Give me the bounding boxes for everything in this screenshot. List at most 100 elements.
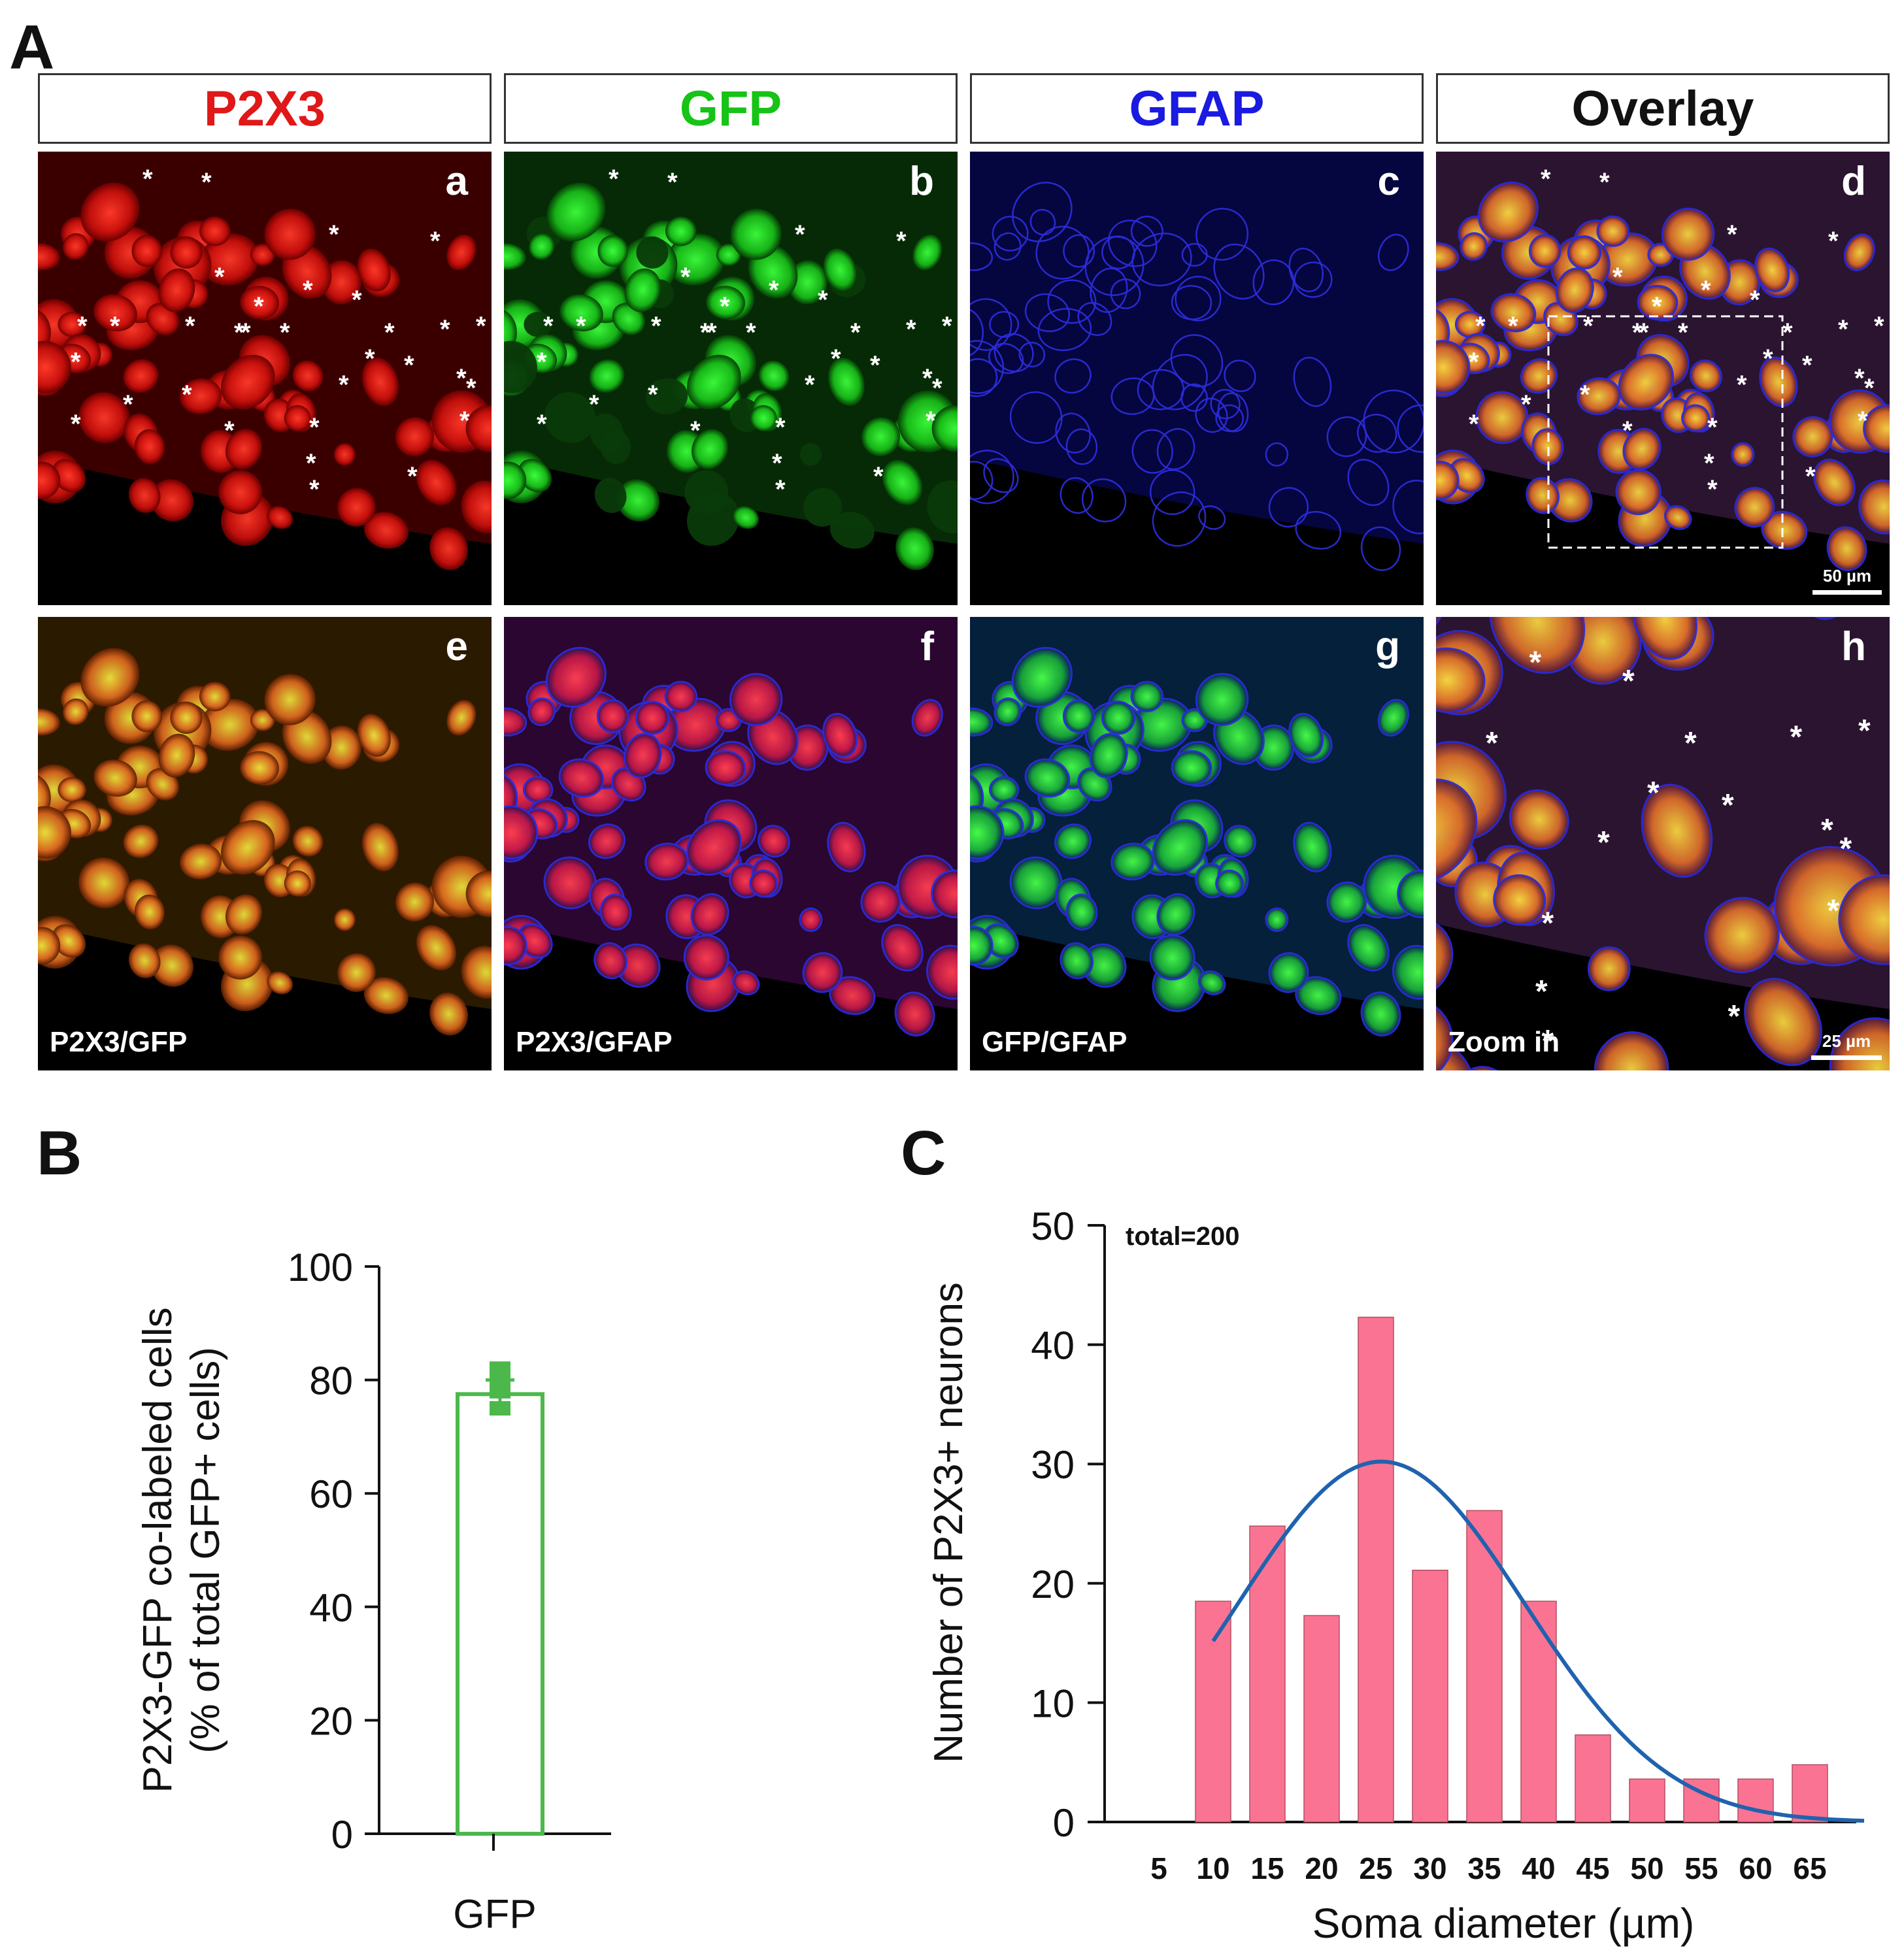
asterisk-marker: * [1521,390,1531,419]
asterisk-marker: * [1599,168,1610,197]
asterisk-marker: * [459,406,470,435]
asterisk-marker: * [407,462,418,491]
chart-c-x-tick-label: 50 [1630,1851,1663,1885]
caption-g: GFP/GFAP [982,1026,1127,1058]
chart-c-y-tick-label: 10 [1031,1681,1075,1725]
subpanel-letter-c: c [1377,159,1400,204]
asterisk-marker: * [1722,788,1734,823]
chart-c-gaussian-fit [1211,1459,1865,1823]
header-gfap: GFAP [970,73,1424,144]
asterisk-marker: * [142,165,153,193]
asterisk-marker: * [1707,475,1718,504]
zoom-region-box [1547,315,1784,549]
micrograph-image [38,617,492,1036]
chart-c-x-tick-label: 20 [1305,1851,1338,1885]
header-overlay: Overlay [1436,73,1890,144]
chart-c-x-tick-label: 25 [1359,1851,1392,1885]
asterisk-marker: * [795,220,805,249]
asterisk-marker: * [1854,364,1865,393]
asterisk-marker: * [896,227,907,256]
asterisk-marker: * [1652,292,1662,321]
asterisk-marker: * [234,318,244,347]
micrograph-image: * ** ** *** ** * * * * * * ** * ** * **** * * ** ** [38,152,492,571]
asterisk-marker: * [576,312,586,340]
chart-b-data-point [490,1372,510,1387]
chart-b-y-tick-label: 40 [309,1586,353,1630]
asterisk-marker: * [922,364,933,393]
chart-c-y-tick-label: 40 [1031,1324,1075,1368]
asterisk-marker: * [1580,380,1590,409]
asterisk-marker: * [805,371,815,399]
asterisk-marker: * [1639,318,1649,347]
chart-c-x-tick-label: 35 [1467,1851,1501,1885]
asterisk-marker: * [1541,165,1551,193]
asterisk-marker: * [1612,263,1623,291]
chart-b-y-tick-label: 100 [288,1246,353,1289]
asterisk-marker: * [71,410,81,439]
asterisk-marker: * [1828,227,1839,256]
asterisk-marker: * [1535,974,1548,1009]
asterisk-marker: * [1469,410,1479,439]
asterisk-marker: * [329,220,339,249]
chart-c-total-annotation: total=200 [1126,1222,1240,1251]
panel-label-a: A [9,12,55,82]
asterisk-marker: * [1647,776,1660,810]
asterisk-marker: * [1864,374,1875,403]
chart-c-x-tick-label: 15 [1250,1851,1284,1885]
micrograph-d-overlay: * * * * * * * * * * * * * * * * * * * * * * * * * * * * * * * * d 50 µm [1436,152,1890,605]
chart-c-x-tick-label: 55 [1684,1851,1718,1885]
asterisk-marker: * [831,344,841,373]
asterisk-marker: * [690,416,701,445]
subpanel-letter-f: f [920,624,934,669]
asterisk-marker: * [1838,315,1848,344]
chart-c-y-tick-label: 0 [1053,1801,1075,1845]
asterisk-marker: * [1704,449,1714,478]
chart-b-data-point [490,1401,510,1416]
asterisk-marker: * [1840,832,1852,867]
micrograph-b-gfp: * * * * * * * * * * * * * * * * * * * * * * * * * * * * * * * * b [504,152,958,605]
micrograph-image: *** * * ** ** *** **** [1436,617,1890,1070]
asterisk-marker: * [906,315,916,344]
asterisk-marker: * [932,374,943,403]
chart-c-bar [1303,1615,1340,1823]
asterisk-marker: * [850,318,861,347]
asterisk-marker: * [870,351,880,380]
asterisk-marker: * [1684,726,1697,761]
chart-b-data-point [490,1361,510,1376]
micrograph-f-p2x3-gfap: f P2X3/GFAP [504,617,958,1070]
asterisk-marker: * [537,348,547,376]
asterisk-marker: * [430,227,441,256]
chart-c-x-axis-label: Soma diameter (µm) [1312,1900,1695,1947]
asterisk-marker: * [707,318,717,347]
asterisk-marker: * [775,413,786,442]
header-gfp: GFP [504,73,958,144]
asterisk-marker: * [123,390,133,419]
micrograph-h-zoom: * * * * * * * * * * * * * * * * h Zoom in 25 µm [1436,617,1890,1070]
asterisk-marker: * [772,449,782,478]
header-gfp-text: GFP [679,80,782,137]
asterisk-marker: * [1486,726,1498,761]
asterisk-marker: * [224,416,235,445]
asterisk-marker: * [818,286,828,314]
asterisk-marker: * [1763,344,1773,373]
asterisk-marker: * [667,168,678,197]
chart-c-bar [1520,1600,1557,1823]
asterisk-marker: * [1802,351,1812,380]
asterisk-marker: * [404,351,414,380]
chart-b-bar [456,1392,544,1836]
asterisk-marker: * [1782,318,1793,347]
asterisk-marker: * [926,406,936,435]
scale-bar-50um: 50 µm [1812,566,1882,595]
asterisk-marker: * [384,318,395,347]
asterisk-marker: * [201,168,212,197]
subpanel-letter-a: a [445,159,468,204]
asterisk-marker: * [352,286,362,314]
asterisk-marker: * [720,292,730,321]
chart-c-bar [1249,1525,1286,1823]
asterisk-marker: * [1678,318,1688,347]
asterisk-marker: * [303,276,313,305]
asterisk-marker: * [365,344,375,373]
asterisk-marker: * [1828,894,1840,929]
asterisk-marker: * [1874,312,1884,340]
micrograph-image: * ** ** *** ** * * * * * * ** * ** * **** * * ** ** [504,152,958,571]
